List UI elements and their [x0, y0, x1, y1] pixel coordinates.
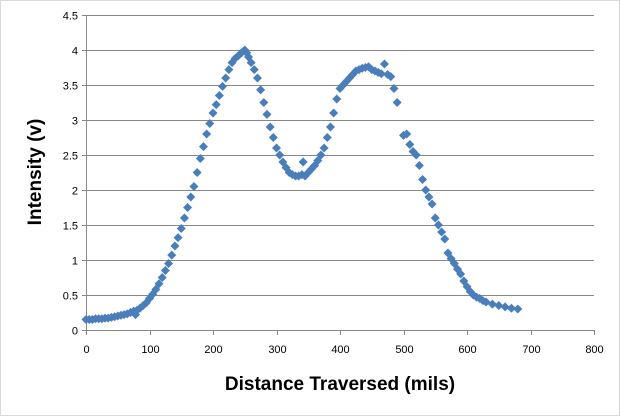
data-point — [211, 100, 221, 110]
x-tick-label: 100 — [141, 344, 159, 356]
data-point — [252, 73, 262, 83]
x-tick-label: 400 — [331, 344, 349, 356]
data-point — [319, 143, 329, 153]
data-point — [179, 213, 189, 223]
y-tick-label: 1.5 — [63, 221, 78, 233]
x-axis-label: Distance Traversed (mils) — [225, 374, 455, 395]
data-point — [437, 227, 447, 237]
data-point — [411, 150, 421, 160]
data-point — [418, 175, 428, 184]
data-point — [154, 279, 164, 289]
data-point — [325, 122, 335, 132]
data-point — [272, 143, 281, 153]
data-point — [176, 224, 186, 233]
data-point — [376, 69, 386, 79]
data-point — [500, 302, 510, 312]
data-point — [487, 299, 497, 309]
y-axis-label: Intensity (v) — [25, 119, 46, 226]
data-point — [513, 304, 523, 314]
x-tick-label: 700 — [522, 344, 540, 356]
data-point — [316, 150, 326, 160]
y-tick-label: 2 — [72, 186, 78, 198]
y-tick-label: 4.5 — [63, 11, 78, 23]
data-point — [275, 150, 285, 160]
x-tick-label: 300 — [268, 344, 286, 356]
data-point — [329, 108, 339, 118]
data-point — [195, 154, 205, 163]
data-point — [262, 109, 272, 119]
data-point — [414, 161, 424, 170]
data-point — [249, 65, 259, 75]
data-point — [167, 250, 177, 260]
x-tick-label: 200 — [204, 344, 222, 356]
data-point — [259, 98, 269, 107]
data-point — [192, 168, 202, 177]
data-point — [218, 81, 228, 91]
data-point — [386, 72, 396, 82]
data-point — [268, 133, 278, 142]
data-point — [186, 192, 196, 202]
data-point — [221, 73, 231, 83]
y-tick-label: 3 — [72, 116, 78, 128]
data-point — [298, 157, 308, 167]
data-point — [198, 142, 208, 152]
data-point — [246, 58, 256, 68]
data-point — [506, 303, 516, 313]
data-point — [421, 185, 431, 195]
data-point — [170, 241, 180, 251]
x-tick-label: 0 — [83, 344, 89, 356]
data-point — [424, 192, 434, 202]
x-tick-label: 500 — [395, 344, 413, 356]
y-tick-label: 0.5 — [63, 291, 78, 303]
data-point — [164, 259, 174, 268]
data-point — [202, 129, 212, 139]
data-point — [205, 119, 215, 128]
data-point — [433, 220, 443, 230]
data-point — [440, 234, 450, 244]
y-tick-label: 0 — [72, 326, 78, 338]
y-tick-label: 3.5 — [63, 81, 78, 93]
data-point — [160, 266, 170, 275]
x-tick-label: 600 — [458, 344, 476, 356]
data-point — [224, 65, 234, 75]
data-point — [402, 129, 412, 139]
y-tick-label: 4 — [72, 46, 78, 58]
data-point — [183, 203, 193, 212]
data-point — [322, 133, 332, 142]
data-point — [430, 213, 440, 223]
data-point — [494, 301, 504, 310]
data-point — [256, 85, 266, 95]
data-point — [189, 182, 199, 191]
y-tick-label: 2.5 — [63, 151, 78, 163]
data-point — [427, 199, 437, 209]
data-point — [332, 94, 342, 104]
data-point — [214, 91, 224, 100]
data-point — [456, 269, 466, 279]
data-point — [392, 98, 402, 107]
data-point — [157, 273, 167, 282]
y-tick-label: 1 — [72, 256, 78, 268]
data-point — [405, 140, 415, 149]
x-tick-label: 800 — [585, 344, 603, 356]
data-point — [379, 59, 389, 69]
data-point — [265, 122, 275, 132]
data-point — [389, 84, 399, 93]
data-point — [173, 233, 183, 243]
data-point — [208, 108, 218, 118]
